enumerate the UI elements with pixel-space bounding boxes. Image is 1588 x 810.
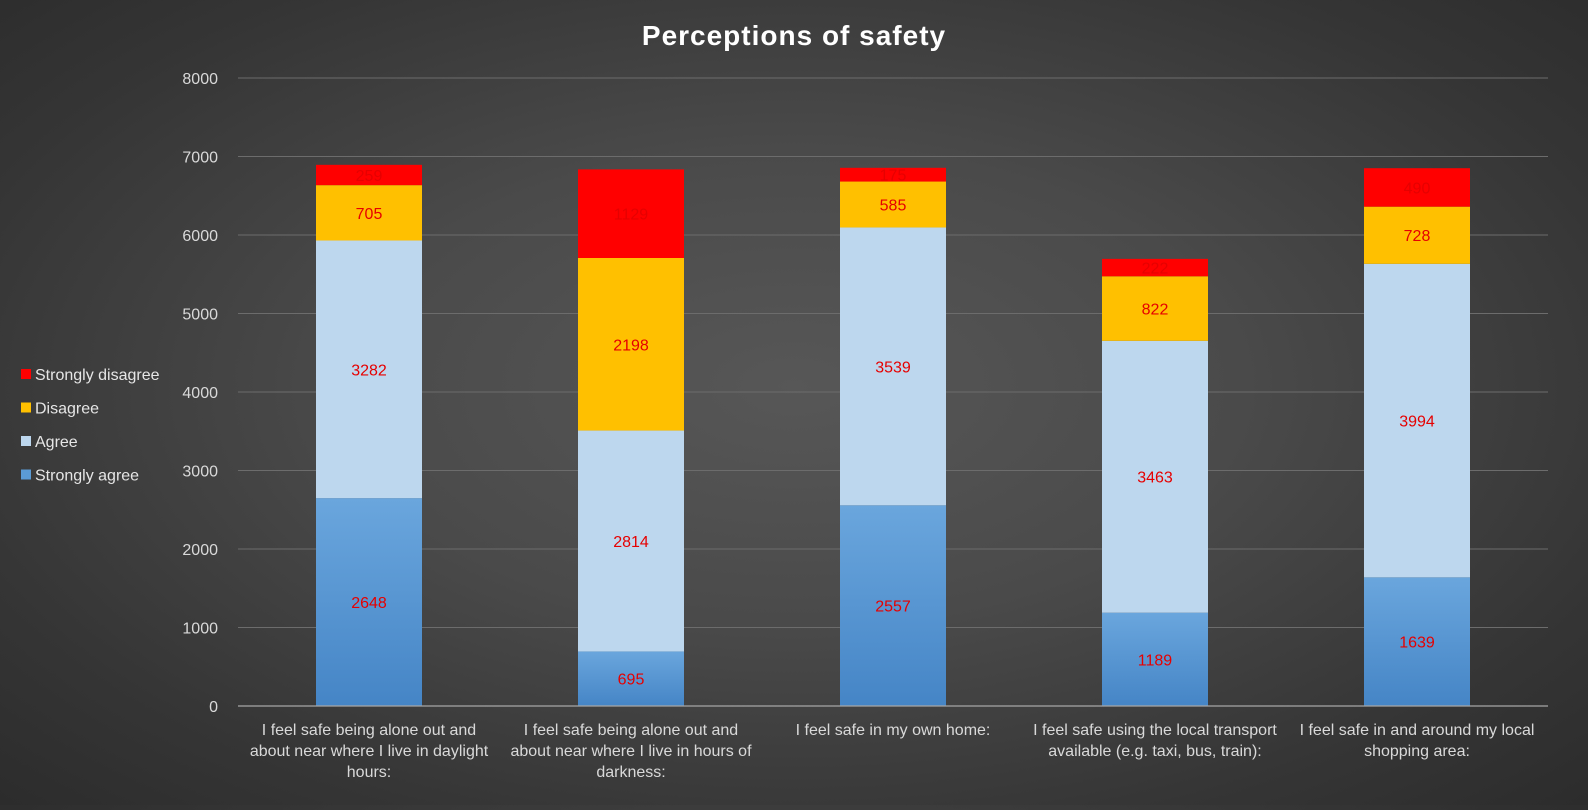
data-label: 585: [880, 198, 907, 215]
bar-segment-disagree: [316, 185, 422, 241]
category-labels: I feel safe being alone out and about nea…: [250, 722, 1535, 781]
data-label: 705: [356, 206, 383, 223]
data-label: 2648: [351, 595, 387, 612]
bar-segment-disagree: [840, 181, 946, 228]
data-label: 1639: [1399, 635, 1435, 652]
bar-segment-strongly-disagree: [1102, 258, 1208, 277]
category-label: I feel safe using the local transport ava…: [1033, 722, 1277, 760]
category-label-line: I feel safe being alone out and: [524, 722, 738, 739]
data-label: 2814: [613, 534, 649, 551]
data-label: 259: [356, 168, 383, 185]
bar-segment-strongly-agree: [578, 651, 684, 706]
legend-swatch: [21, 469, 31, 480]
data-label: 2557: [875, 599, 911, 616]
category-label-line: hours:: [347, 764, 391, 781]
category-label: I feel safe in and around my local shoppi…: [1300, 722, 1535, 760]
data-label: 1189: [1138, 652, 1173, 669]
legend-label: Agree: [35, 434, 78, 451]
data-labels: 2648 3282 705 259 695 2814 2198 1129 2557 3539 585…: [351, 168, 1435, 689]
legend-label: Strongly disagree: [35, 367, 160, 384]
bar-segment-strongly-disagree: [578, 169, 684, 259]
data-label: 222: [1142, 261, 1169, 278]
bar-segment-strongly-disagree: [1364, 168, 1470, 207]
category-label: I feel safe being alone out and about nea…: [250, 722, 489, 781]
category-label-line: I feel safe being alone out and: [262, 722, 476, 739]
chart-title: Perceptions of safety: [642, 20, 946, 51]
data-label: 728: [1404, 228, 1431, 245]
data-label: 3282: [351, 362, 387, 379]
y-tick-label: 2000: [182, 542, 218, 559]
data-label: 822: [1142, 302, 1169, 319]
legend-item-strongly-disagree: Strongly disagree: [21, 367, 160, 384]
bar-segment-disagree: [1364, 206, 1470, 264]
category-label-line: about near where I live in daylight: [250, 743, 489, 760]
y-axis-ticks: 0 1000 2000 3000 4000 5000 6000 7000 8000: [182, 71, 218, 716]
legend-item-disagree: Disagree: [21, 401, 99, 418]
bar-segment-agree: [578, 430, 684, 652]
category-label-line: about near where I live in hours of: [510, 743, 752, 760]
bar-segment-disagree: [578, 258, 684, 431]
y-tick-label: 8000: [182, 71, 218, 88]
bar-segment-agree: [1364, 263, 1470, 578]
bar-segment-strongly-disagree: [316, 164, 422, 186]
y-tick-label: 5000: [182, 307, 218, 324]
category-label-line: I feel safe in my own home:: [796, 722, 991, 739]
legend: Strongly disagree Disagree Agree Strongly a…: [21, 367, 160, 485]
category-label: I feel safe being alone out and about nea…: [510, 722, 752, 781]
category-label-line: darkness:: [596, 764, 665, 781]
legend-swatch: [21, 369, 31, 379]
data-label: 175: [880, 168, 907, 185]
legend-label: Strongly agree: [35, 468, 139, 485]
y-tick-label: 3000: [182, 464, 218, 481]
bar-segment-agree: [840, 227, 946, 506]
y-tick-label: 1000: [182, 621, 218, 638]
data-label: 695: [618, 672, 645, 689]
category-label-line: I feel safe using the local transport: [1033, 722, 1277, 739]
data-label: 490: [1404, 180, 1431, 197]
bar-segment-agree: [1102, 340, 1208, 613]
category-label-line: I feel safe in and around my local: [1300, 722, 1535, 739]
y-tick-label: 0: [209, 699, 218, 716]
bar-segment-agree: [316, 240, 422, 499]
legend-label: Disagree: [35, 401, 99, 418]
bar-segment-strongly-agree: [316, 498, 422, 706]
legend-swatch: [21, 402, 31, 413]
y-tick-label: 6000: [182, 228, 218, 245]
bar-segment-strongly-disagree: [840, 167, 946, 182]
category-label-line: available (e.g. taxi, bus, train):: [1048, 743, 1261, 760]
bar-segment-disagree: [1102, 276, 1208, 341]
bar-segment-strongly-agree: [1364, 577, 1470, 706]
data-label: 1129: [614, 207, 649, 224]
bar-segment-strongly-agree: [1102, 612, 1208, 706]
y-tick-label: 7000: [182, 150, 218, 167]
data-label: 3994: [1399, 414, 1435, 431]
data-label: 3539: [875, 359, 911, 376]
data-label: 3463: [1137, 470, 1173, 487]
y-tick-label: 4000: [182, 385, 218, 402]
legend-item-agree: Agree: [21, 434, 78, 451]
category-label: I feel safe in my own home:: [796, 722, 991, 739]
bars: [316, 164, 1470, 706]
legend-item-strongly-agree: Strongly agree: [21, 468, 139, 485]
bar-segment-strongly-agree: [840, 505, 946, 706]
legend-swatch: [21, 436, 31, 446]
data-label: 2198: [613, 337, 649, 354]
category-label-line: shopping area:: [1364, 743, 1470, 760]
